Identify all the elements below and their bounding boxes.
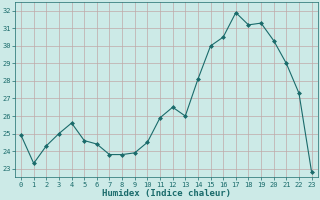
- X-axis label: Humidex (Indice chaleur): Humidex (Indice chaleur): [102, 189, 231, 198]
